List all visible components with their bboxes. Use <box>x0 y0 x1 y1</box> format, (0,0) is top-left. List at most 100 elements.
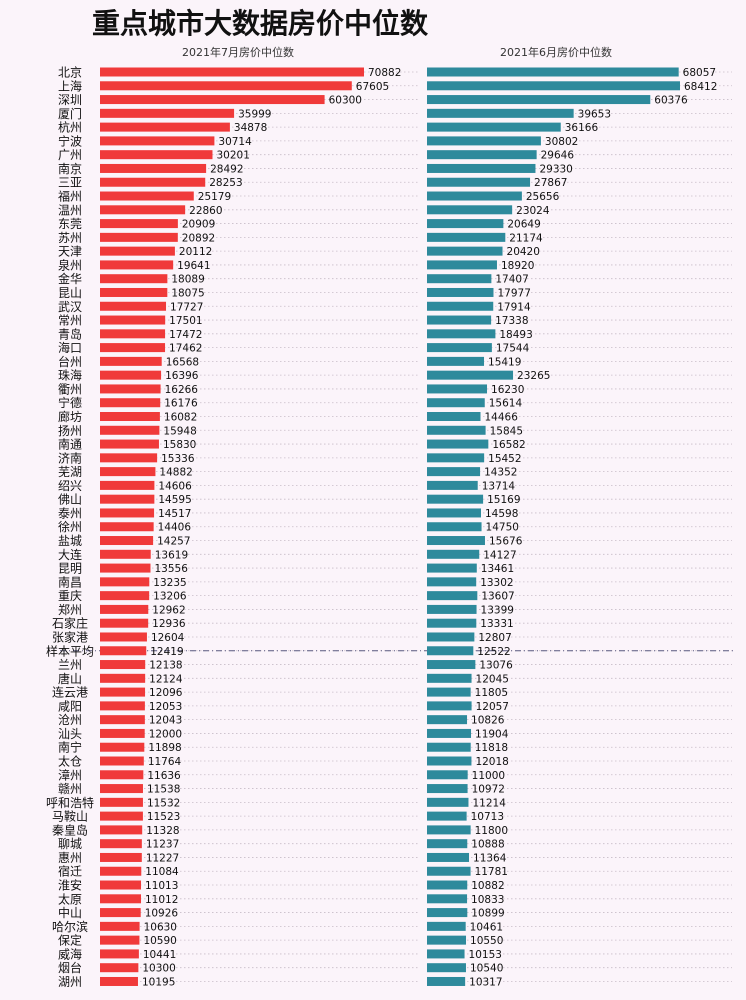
bar-jul <box>100 343 166 353</box>
value-label-jun: 10153 <box>469 949 502 961</box>
bar-jun <box>427 866 471 876</box>
city-label: 赣州 <box>58 782 82 796</box>
city-label: 珠海 <box>58 368 82 383</box>
city-label: 绍兴 <box>58 479 82 493</box>
city-label: 南宁 <box>58 740 82 755</box>
bar-jun <box>427 549 480 559</box>
bar-jul <box>100 467 156 477</box>
value-label-jul: 35999 <box>238 108 271 120</box>
value-label-jul: 13556 <box>154 563 188 575</box>
bar-jul <box>100 425 160 435</box>
bar-jul <box>100 894 142 904</box>
city-label: 福州 <box>58 189 82 204</box>
city-label: 上海 <box>58 78 82 93</box>
bar-jul <box>100 963 139 973</box>
bar-jul <box>100 646 147 656</box>
city-label: 惠州 <box>58 851 82 865</box>
value-label-jul: 12124 <box>149 673 183 685</box>
value-label-jun: 16230 <box>491 384 524 396</box>
value-label-jun: 10550 <box>470 935 503 947</box>
value-label-jun: 13399 <box>481 604 514 616</box>
series-2-header: 2021年6月房价中位数 <box>500 45 612 59</box>
value-label-jun: 17407 <box>495 274 528 286</box>
city-label: 太原 <box>58 891 82 906</box>
bar-jul <box>100 219 178 229</box>
bar-jul <box>100 577 150 587</box>
city-label: 马鞍山 <box>52 809 88 824</box>
value-label-jul: 15830 <box>163 439 196 451</box>
bar-jul <box>100 866 142 876</box>
bar-jun <box>427 673 472 683</box>
value-label-jun: 29330 <box>539 163 572 175</box>
value-label-jul: 12053 <box>149 701 182 713</box>
bar-jul <box>100 715 145 725</box>
value-label-jun: 68412 <box>684 81 717 93</box>
city-label: 汕头 <box>58 727 82 741</box>
value-label-jul: 22860 <box>189 205 222 217</box>
bar-jun <box>427 728 472 738</box>
bar-jun <box>427 384 488 394</box>
value-label-jul: 11227 <box>146 852 179 864</box>
value-label-jun: 20420 <box>507 246 540 258</box>
value-label-jun: 11800 <box>475 825 508 837</box>
city-label: 中山 <box>58 905 82 920</box>
value-label-jun: 13076 <box>479 660 513 672</box>
bar-jul <box>100 205 186 215</box>
bar-jun <box>427 246 503 256</box>
value-label-jul: 17472 <box>169 329 202 341</box>
value-label-jul: 12604 <box>151 632 185 644</box>
bar-jun <box>427 81 680 91</box>
value-label-jul: 11636 <box>147 770 181 782</box>
bar-jun <box>427 122 561 132</box>
value-label-jul: 11764 <box>148 756 182 768</box>
value-label-jul: 67605 <box>356 81 389 93</box>
city-label: 宁波 <box>58 133 82 148</box>
value-label-jun: 68057 <box>683 67 716 79</box>
value-label-jun: 18920 <box>501 260 534 272</box>
value-label-jun: 13331 <box>480 618 513 630</box>
bar-jul <box>100 494 155 504</box>
value-label-jun: 10833 <box>471 894 504 906</box>
city-label: 宁德 <box>58 395 82 410</box>
value-label-jun: 16582 <box>492 439 525 451</box>
value-label-jun: 29646 <box>541 150 575 162</box>
bar-jul <box>100 742 145 752</box>
value-label-jun: 23265 <box>517 370 550 382</box>
bar-jun <box>427 646 474 656</box>
value-label-jun: 36166 <box>565 122 599 134</box>
value-label-jun: 10972 <box>472 784 505 796</box>
value-label-jun: 23024 <box>516 205 550 217</box>
bar-jul <box>100 136 215 146</box>
value-label-jun: 30802 <box>545 136 578 148</box>
bar-jun <box>427 480 478 490</box>
city-label: 兰州 <box>58 658 82 672</box>
value-label-jun: 18493 <box>499 329 532 341</box>
value-label-jul: 25179 <box>198 191 231 203</box>
value-label-jun: 12807 <box>478 632 511 644</box>
bar-jul <box>100 453 158 463</box>
bar-jun <box>427 963 466 973</box>
value-label-jun: 11904 <box>475 728 509 740</box>
value-label-jun: 17977 <box>497 287 530 299</box>
bar-jun <box>427 219 504 229</box>
city-label: 石家庄 <box>52 616 88 631</box>
value-label-jun: 10461 <box>470 921 503 933</box>
city-label: 昆山 <box>58 286 82 300</box>
city-label: 东莞 <box>58 217 82 231</box>
value-label-jul: 16082 <box>164 412 197 424</box>
bar-jun <box>427 935 467 945</box>
bar-jul <box>100 604 149 614</box>
value-label-jul: 16176 <box>164 398 198 410</box>
value-label-jun: 11000 <box>472 770 505 782</box>
city-label: 烟台 <box>58 960 82 975</box>
bar-jun <box>427 591 478 601</box>
bar-jul <box>100 480 155 490</box>
city-label: 南京 <box>58 161 82 176</box>
value-label-jul: 11237 <box>146 839 179 851</box>
value-label-jul: 60300 <box>329 95 362 107</box>
city-label: 苏州 <box>58 231 82 245</box>
value-label-jul: 10926 <box>145 908 179 920</box>
value-label-jun: 10899 <box>471 908 504 920</box>
value-label-jul: 13206 <box>153 591 187 603</box>
